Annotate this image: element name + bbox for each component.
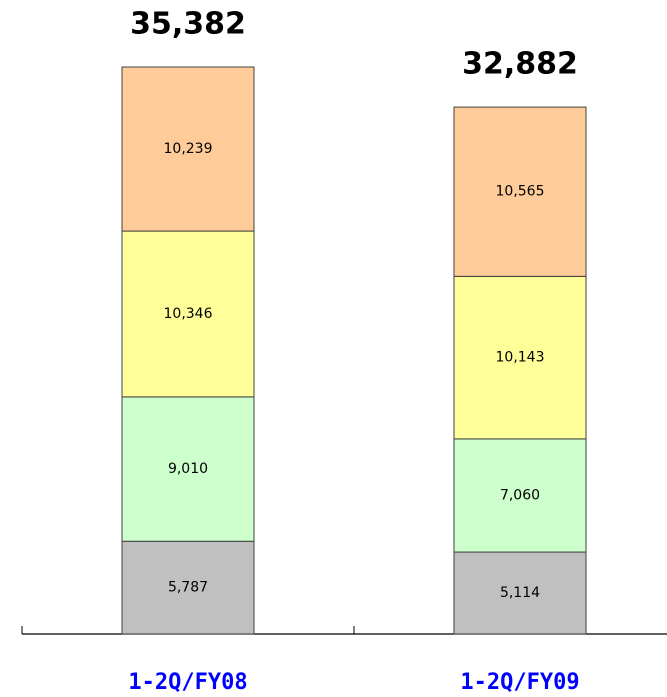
bar-segment	[121, 230, 255, 398]
value-label: 5,114	[500, 585, 540, 601]
bar-segment	[453, 106, 587, 277]
value-label: 7,060	[500, 487, 540, 503]
value-label: 10,565	[496, 184, 545, 200]
x-tick-label: 1-2Q/FY09	[460, 670, 579, 695]
value-label: 10,346	[164, 306, 213, 322]
value-label: 10,239	[164, 141, 213, 157]
bar-segment	[453, 275, 587, 440]
total-label: 35,382	[130, 7, 246, 42]
x-tick-label: 1-2Q/FY08	[128, 670, 247, 695]
bar-segment	[121, 66, 255, 232]
value-label: 9,010	[168, 461, 208, 477]
total-label: 32,882	[462, 47, 578, 82]
bar-segment	[121, 540, 255, 635]
bar-segment	[453, 438, 587, 553]
value-label: 5,787	[168, 580, 208, 596]
bar-segment	[453, 551, 587, 635]
value-label: 10,143	[496, 350, 545, 366]
